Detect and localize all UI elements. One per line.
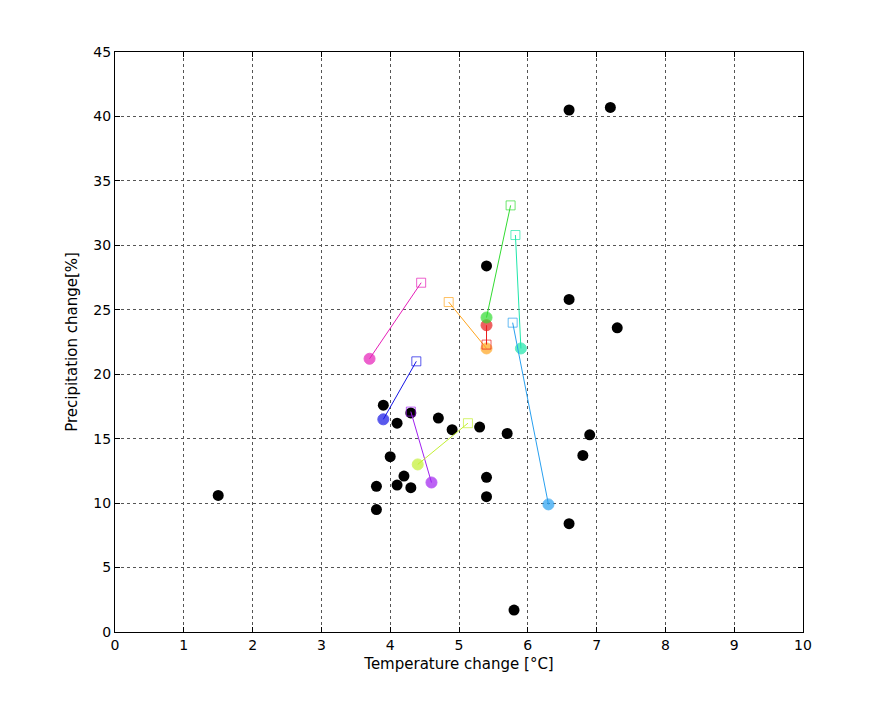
svg-text:3: 3 — [317, 637, 326, 653]
svg-text:10: 10 — [794, 637, 812, 653]
svg-text:5: 5 — [102, 559, 111, 575]
svg-text:6: 6 — [523, 637, 532, 653]
svg-text:9: 9 — [730, 637, 739, 653]
svg-text:Temperature change [°C]: Temperature change [°C] — [363, 655, 553, 673]
svg-text:4: 4 — [386, 637, 395, 653]
svg-text:1: 1 — [179, 637, 188, 653]
svg-text:40: 40 — [93, 108, 111, 124]
svg-text:25: 25 — [93, 302, 111, 318]
svg-text:2: 2 — [248, 637, 257, 653]
svg-text:0: 0 — [111, 637, 120, 653]
svg-text:8: 8 — [661, 637, 670, 653]
svg-text:35: 35 — [93, 173, 111, 189]
svg-text:5: 5 — [455, 637, 464, 653]
svg-text:10: 10 — [93, 495, 111, 511]
svg-text:15: 15 — [93, 431, 111, 447]
svg-text:Precipitation change[%]: Precipitation change[%] — [63, 252, 81, 432]
svg-text:7: 7 — [592, 637, 601, 653]
svg-text:20: 20 — [93, 366, 111, 382]
svg-text:0: 0 — [102, 624, 111, 640]
svg-text:30: 30 — [93, 237, 111, 253]
svg-text:45: 45 — [93, 44, 111, 60]
